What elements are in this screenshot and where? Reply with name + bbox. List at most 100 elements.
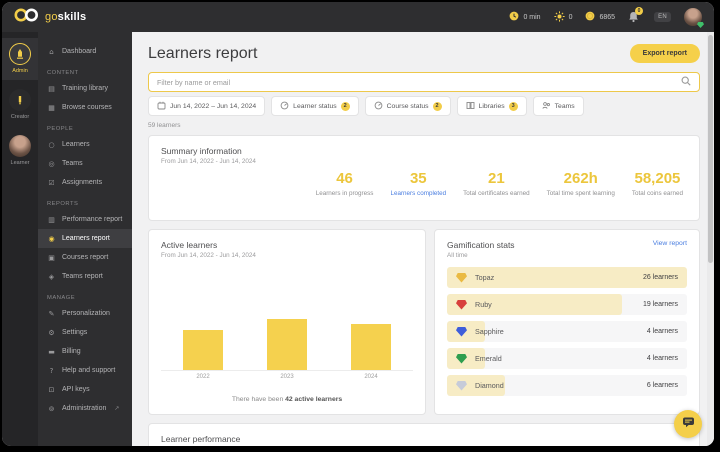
creator-role-icon [9,89,31,111]
role-rail: Admin Creator Learner [2,32,38,446]
emerald-gem-icon [456,353,467,364]
stat-total-certificates: 21 Total certificates earned [463,170,530,197]
results-count: 59 learners [148,122,181,129]
active-learners-title: Active learners [161,240,218,250]
time-counter: 0 min [509,11,541,23]
teams-filter[interactable]: Teams [532,96,584,116]
gamification-row-ruby: Ruby 19 learners [447,294,687,315]
view-report-link[interactable]: View report [652,240,687,247]
role-admin[interactable]: Admin [2,38,38,80]
gamification-row-diamond: Diamond 6 learners [447,375,687,396]
nav-section-people: PEOPLE [47,126,74,132]
sidebar-item-billing[interactable]: ▬ Billing [48,347,81,356]
active-learners-bar-chart [161,275,413,371]
summary-title: Summary information [161,146,242,156]
billing-icon: ▬ [48,347,55,356]
sun-icon [553,10,565,24]
clock-icon [509,11,519,23]
sidebar-item-learners-report[interactable]: ◉ Learners report [38,229,132,248]
stat-learners-completed: 35 Learners completed [390,170,447,197]
active-learners-period: From Jun 14, 2022 - Jun 14, 2024 [161,252,256,259]
user-avatar[interactable] [684,8,704,28]
sidebar-item-api-keys[interactable]: ⊡ API keys [48,385,90,394]
browse-courses-icon: ▦ [48,103,55,112]
chat-fab-button[interactable] [674,410,702,438]
learner-status-filter[interactable]: Learner status 2 [271,96,359,116]
sidebar-nav: ⌂ Dashboard CONTENT ▤ Training library ▦… [38,32,132,446]
export-report-button[interactable]: Export report [629,44,700,63]
gamification-row-topaz: Topaz 26 learners [447,267,687,288]
admin-role-icon [9,43,31,65]
gamification-stats-card: Gamification stats All time View report … [434,229,700,415]
learner-performance-card: Learner performance [148,423,700,446]
sidebar-item-performance-report[interactable]: ▥ Performance report [48,215,123,224]
role-learner[interactable]: Learner [2,130,38,172]
dashboard-icon: ⌂ [49,47,54,56]
libraries-icon [466,101,475,112]
role-creator[interactable]: Creator [2,84,38,126]
search-bar [148,72,700,92]
administration-icon: ⊚ [48,404,55,413]
gamification-rows: Topaz 26 learners Ruby 19 learners [447,267,687,396]
chat-icon [682,415,695,433]
gear-icon: ⚙ [48,328,55,337]
topaz-gem-icon [456,272,467,283]
learners-report-icon: ◉ [48,234,55,243]
course-status-filter[interactable]: Course status 2 [364,96,451,116]
notification-badge: 0 [635,7,644,15]
nav-section-content: CONTENT [47,70,79,76]
diamond-gem-icon [456,380,467,391]
topbar: goskills 0 min [2,2,714,32]
sidebar-item-browse-courses[interactable]: ▦ Browse courses [48,103,112,112]
bar-2024 [351,324,391,370]
training-library-icon: ▤ [48,84,55,93]
bar-2023 [267,319,307,370]
sidebar-item-assignments[interactable]: ☑ Assignments [48,178,103,187]
daily-points-counter: 0 [553,10,572,24]
search-input[interactable] [157,77,681,87]
sidebar-item-dashboard[interactable]: ⌂ Dashboard [38,42,132,61]
app-window: goskills 0 min [2,2,714,446]
sidebar-item-personalization[interactable]: ✎ Personalization [48,309,110,318]
learner-status-icon [280,101,289,112]
stat-total-coins: 58,205 Total coins earned [631,170,683,197]
sapphire-gem-icon [456,326,467,337]
gamification-row-sapphire: Sapphire 4 learners [447,321,687,342]
main-scrollbar [707,32,714,446]
course-status-icon [374,101,383,112]
goskills-logo[interactable]: goskills [14,7,86,28]
summary-period: From Jun 14, 2022 - Jun 14, 2024 [161,158,256,165]
summary-information-card: Summary information From Jun 14, 2022 - … [148,135,700,221]
summary-stats: 46 Learners in progress 35 Learners comp… [161,170,687,197]
sidebar-item-learners[interactable]: ○ Learners [48,140,90,149]
external-link-icon: ↗ [114,405,120,412]
sidebar-item-teams[interactable]: ◎ Teams [48,159,83,168]
teams-report-icon: ◈ [48,272,55,281]
sidebar-item-help-and-support[interactable]: ? Help and support [38,361,132,380]
stat-learners-in-progress: 46 Learners in progress [315,170,374,197]
sidebar-item-training-library[interactable]: ▤ Training library [48,84,109,93]
sidebar-item-teams-report[interactable]: ◈ Teams report [48,272,103,281]
learner-performance-title: Learner performance [161,434,241,444]
course-status-badge: 2 [432,101,442,111]
courses-report-icon: ▣ [48,253,55,262]
gamification-subtitle: All time [447,252,468,259]
coins-counter: 6865 [585,11,615,23]
learner-role-avatar [9,135,31,157]
performance-report-icon: ▥ [48,215,55,224]
language-selector[interactable]: EN [654,12,671,22]
goskills-logo-text: goskills [45,11,87,23]
libraries-filter[interactable]: Libraries 3 [456,96,527,116]
notifications-bell[interactable]: 0 [628,7,644,24]
date-range-filter[interactable]: Jun 14, 2022 – Jun 14, 2024 [148,96,266,116]
scrollbar-thumb[interactable] [708,35,713,263]
learners-completed-link[interactable]: Learners completed [390,190,447,197]
sidebar-item-settings[interactable]: ⚙ Settings [48,328,88,337]
api-keys-icon: ⊡ [48,385,55,394]
assignments-icon: ☑ [48,178,55,187]
sidebar-item-courses-report[interactable]: ▣ Courses report [48,253,109,262]
search-icon [681,73,691,91]
sidebar-item-administration[interactable]: ⊚ Administration ↗ [48,404,120,413]
coin-icon [585,11,595,23]
bar-2022 [183,330,223,370]
